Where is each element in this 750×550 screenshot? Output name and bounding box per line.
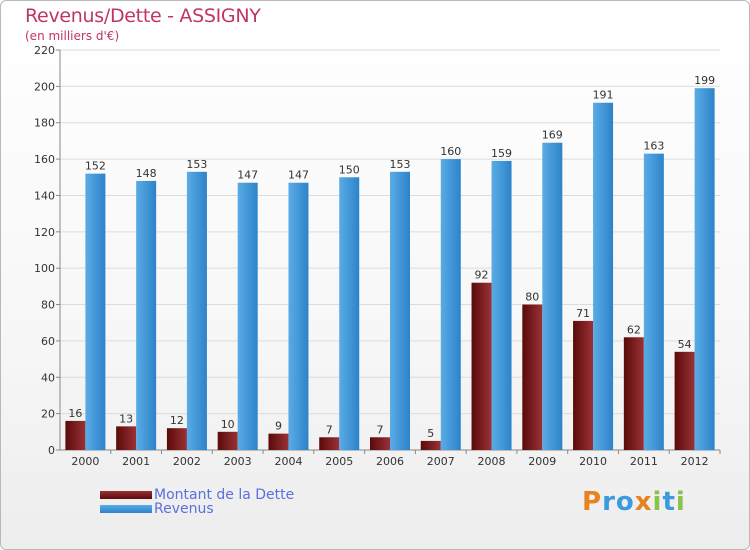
bar-revenus <box>339 177 360 451</box>
y-tick-label: 100 <box>34 262 55 275</box>
data-label-dette: 71 <box>576 307 590 320</box>
data-label-dette: 62 <box>627 323 641 336</box>
data-label-dette: 54 <box>678 338 692 351</box>
x-tick-label: 2003 <box>224 455 252 468</box>
logo-letter: o <box>615 487 635 517</box>
data-label-dette: 92 <box>475 269 489 282</box>
x-tick-label: 2004 <box>274 455 302 468</box>
data-label-revenus: 153 <box>186 158 207 171</box>
data-label-revenus: 163 <box>643 140 664 153</box>
logo-letter: t <box>662 487 676 517</box>
logo-letter: i <box>675 487 686 517</box>
data-label-revenus: 153 <box>390 158 411 171</box>
y-tick-label: 120 <box>34 226 55 239</box>
logo-letter: x <box>634 487 653 517</box>
legend-label-dette: Montant de la Dette <box>154 487 295 503</box>
bar-dette <box>522 304 543 450</box>
data-label-revenus: 191 <box>593 89 614 102</box>
proxiti-logo: Proxiti <box>582 487 686 517</box>
x-tick-label: 2000 <box>71 455 99 468</box>
x-tick-label: 2007 <box>427 455 455 468</box>
logo-letter: i <box>652 487 663 517</box>
y-tick-label: 0 <box>48 444 55 457</box>
bar-dette <box>116 426 137 450</box>
bar-revenus <box>593 102 614 451</box>
bar-revenus <box>186 171 207 450</box>
legend-label-revenus: Revenus <box>154 501 214 517</box>
chart-subtitle: (en milliers d'€) <box>25 29 120 43</box>
bar-dette <box>623 337 644 450</box>
bar-revenus <box>390 171 410 450</box>
y-tick-label: 200 <box>34 80 55 93</box>
data-label-revenus: 199 <box>694 74 715 87</box>
bar-dette <box>217 431 238 450</box>
data-label-revenus: 148 <box>136 167 157 180</box>
data-label-dette: 80 <box>525 291 539 304</box>
bar-dette <box>420 440 441 450</box>
y-tick-label: 180 <box>34 117 55 130</box>
bar-dette <box>319 437 340 450</box>
bar-revenus <box>237 182 258 450</box>
bar-dette <box>65 420 86 450</box>
data-label-revenus: 160 <box>440 145 461 158</box>
bar-revenus <box>542 142 563 450</box>
y-tick-label: 80 <box>41 299 55 312</box>
y-tick-label: 60 <box>41 335 55 348</box>
bar-revenus <box>136 180 157 450</box>
data-label-dette: 7 <box>326 423 333 436</box>
bar-revenus <box>288 182 309 450</box>
bar-revenus <box>85 173 106 451</box>
bars <box>65 88 715 451</box>
y-tick-label: 40 <box>41 371 55 384</box>
data-labels: 16 152 13 148 12 153 10 147 9 147 7 150 7 153 5 160 92 15… <box>68 74 715 440</box>
data-label-dette: 10 <box>221 418 235 431</box>
bar-dette <box>268 433 289 450</box>
chart-title: Revenus/Dette - ASSIGNY <box>25 5 261 27</box>
x-tick-label: 2006 <box>376 455 404 468</box>
legend-item-revenus: Revenus <box>100 501 214 517</box>
logo-letter: P <box>582 487 603 517</box>
y-tick-label: 140 <box>34 189 55 202</box>
x-tick-label: 2002 <box>173 455 201 468</box>
bar-dette <box>166 428 187 450</box>
bar-dette <box>573 320 594 450</box>
data-label-dette: 9 <box>275 420 282 433</box>
x-tick-label: 2008 <box>478 455 506 468</box>
data-label-dette: 7 <box>377 423 384 436</box>
bar-revenus <box>694 88 715 450</box>
x-tick-label: 2009 <box>528 455 556 468</box>
bar-revenus <box>643 153 664 451</box>
data-label-dette: 13 <box>119 412 133 425</box>
x-tick-label: 2010 <box>579 455 607 468</box>
data-label-revenus: 147 <box>288 169 309 182</box>
bar-dette <box>471 282 492 450</box>
legend-item-dette: Montant de la Dette <box>100 487 294 503</box>
legend-swatch-dette <box>100 491 152 499</box>
y-tick-label: 220 <box>34 44 55 57</box>
legend-swatch-revenus <box>100 505 152 513</box>
data-label-revenus: 169 <box>542 129 563 142</box>
data-label-revenus: 159 <box>491 147 512 160</box>
x-tick-label: 2005 <box>325 455 353 468</box>
data-label-dette: 16 <box>68 407 82 420</box>
y-tick-label: 20 <box>41 408 55 421</box>
bar-dette <box>674 351 695 450</box>
x-tick-label: 2011 <box>630 455 658 468</box>
data-label-revenus: 147 <box>237 169 258 182</box>
bar-dette <box>370 437 390 450</box>
bar-revenus <box>491 160 512 450</box>
data-label-dette: 12 <box>170 414 184 427</box>
logo-letter: r <box>602 487 616 517</box>
data-label-revenus: 152 <box>85 160 106 173</box>
x-tick-label: 2001 <box>122 455 150 468</box>
data-label-dette: 5 <box>427 427 434 440</box>
bar-revenus <box>440 159 461 450</box>
data-label-revenus: 150 <box>339 163 360 176</box>
y-tick-label: 160 <box>34 153 55 166</box>
x-tick-label: 2012 <box>681 455 709 468</box>
